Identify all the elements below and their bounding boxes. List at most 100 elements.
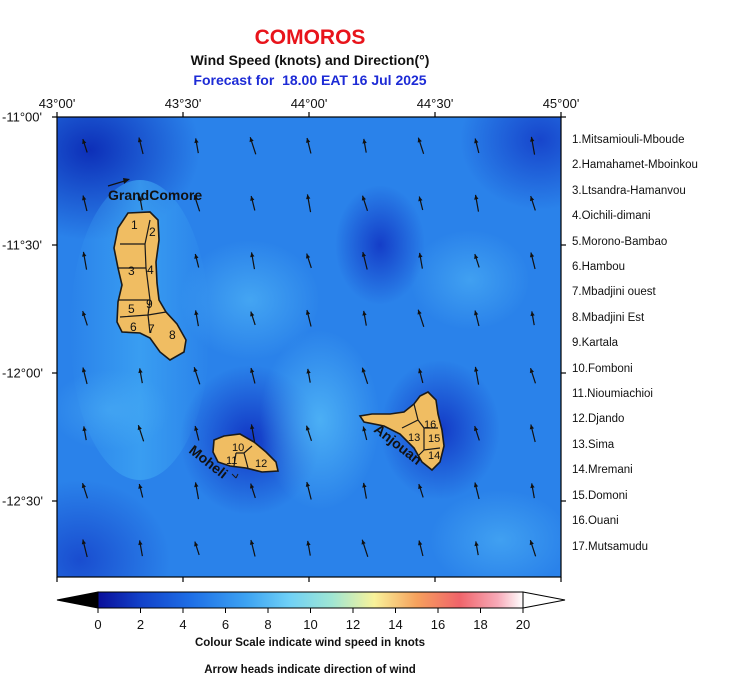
region-num-2: 2 — [149, 225, 156, 239]
map-title: COMOROS — [254, 26, 366, 49]
wind-arrow — [305, 309, 312, 327]
legend-item: 11.Nioumiachioi — [572, 388, 653, 401]
wind-arrow — [362, 310, 367, 326]
colorbar-tick-14: 14 — [388, 617, 403, 632]
wind-arrow — [305, 481, 312, 500]
region-num-14: 14 — [428, 450, 440, 462]
legend-item: 16.Ouani — [572, 515, 619, 528]
forecast-line: Forecast for 18.00 EAT 16 Jul 2025 — [0, 72, 620, 88]
wind-arrow — [474, 310, 480, 327]
wind-arrow — [138, 540, 143, 557]
wind-arrow — [362, 138, 367, 153]
wind-arrow — [418, 483, 424, 498]
legend-item: 8.Mbadjini Est — [572, 311, 645, 324]
wind-arrow — [81, 539, 88, 558]
wind-arrow — [194, 482, 200, 500]
region-num-6: 6 — [130, 320, 137, 334]
lat-label-12-30: -12°30' — [2, 493, 43, 509]
region-num-1: 1 — [131, 218, 138, 232]
wind-arrow — [137, 137, 144, 155]
wind-arrow — [418, 368, 424, 384]
forecast-time: 18.00 EAT 16 Jul 2025 — [282, 72, 427, 88]
wind-arrow — [530, 195, 536, 211]
wind-arrow — [193, 367, 201, 385]
wind-arrow — [250, 195, 256, 211]
grand-comore-region-numbers: 1 2 3 4 5 9 6 7 8 — [128, 218, 176, 342]
wind-arrow — [474, 425, 480, 441]
district-legend: 1.Mitsamiouli-Mboude 2.Hamahamet-Mboinko… — [572, 128, 698, 560]
wind-arrow — [530, 311, 535, 326]
legend-item: 13.Sima — [572, 438, 615, 451]
wind-arrow — [82, 310, 88, 326]
wind-arrow — [250, 367, 256, 384]
wind-arrow — [417, 137, 425, 155]
colorbar-gradient — [97, 591, 524, 609]
legend-item: 14.Mremani — [572, 464, 633, 477]
region-num-5: 5 — [128, 302, 135, 316]
wind-arrow — [306, 194, 312, 213]
label-grand-comore: GrandComore — [108, 187, 202, 203]
colorbar-high-arrow — [522, 591, 566, 609]
lon-label-43-00: 43°00' — [38, 96, 76, 111]
island-anjouan — [358, 391, 445, 472]
wind-arrow — [530, 136, 536, 155]
wind-arrow — [418, 252, 423, 269]
legend-item: 6.Hambou — [572, 261, 626, 274]
wind-arrow — [473, 482, 480, 500]
legend-item: 17.Mutsamudu — [572, 540, 649, 553]
colorbar-tick-8: 8 — [264, 617, 272, 632]
colorbar-tick-4: 4 — [179, 617, 187, 632]
wind-arrow — [82, 195, 88, 212]
wind-arrow — [529, 424, 536, 443]
colorbar-note: Arrow heads indicate direction of wind — [204, 664, 416, 676]
wind-arrow — [194, 253, 200, 268]
wind-arrow — [82, 251, 88, 270]
wind-arrow — [529, 367, 537, 384]
wind-arrow — [305, 425, 313, 442]
forecast-prefix: Forecast for — [193, 72, 275, 88]
wind-arrow — [194, 425, 200, 441]
lat-label-11-30: -11°30' — [2, 237, 42, 253]
wind-arrow — [474, 253, 480, 268]
wind-arrow — [418, 540, 424, 557]
island-grand-comore — [113, 211, 187, 361]
colorbar-tick-12: 12 — [345, 617, 361, 632]
legend-item: 5.Morono-Bambao — [572, 235, 668, 248]
colorbar-tick-0: 0 — [94, 617, 102, 632]
wind-arrow — [250, 424, 256, 443]
wind-arrow — [250, 483, 256, 499]
wind-arrow — [137, 424, 145, 442]
region-num-13: 13 — [408, 432, 420, 444]
region-num-10: 10 — [232, 442, 244, 454]
wind-arrow — [418, 196, 424, 211]
legend-item: 2.Hamahamet-Mboinkou — [572, 159, 698, 172]
wind-arrow — [474, 138, 480, 154]
legend-item: 15.Domoni — [572, 489, 628, 502]
region-num-16: 16 — [424, 419, 436, 431]
wind-arrow — [81, 367, 88, 385]
colorbar-tick-18: 18 — [473, 617, 488, 632]
wind-arrow — [194, 541, 200, 556]
grand-comore-pointer-arrow — [107, 178, 130, 187]
anjouan-region-numbers: 16 13 15 14 — [408, 419, 440, 462]
colorbar-tick-10: 10 — [303, 617, 318, 632]
wind-arrow — [306, 137, 312, 154]
colorbar-tick-20: 20 — [515, 617, 531, 632]
wind-arrow — [361, 251, 368, 270]
wind-arrow — [138, 196, 143, 211]
wind-arrow — [194, 138, 199, 154]
colorbar-tick-16: 16 — [430, 617, 446, 632]
legend-item: 10.Fomboni — [572, 362, 633, 375]
region-num-3: 3 — [128, 264, 135, 278]
wind-arrow — [249, 137, 257, 155]
colorbar — [56, 591, 566, 613]
wind-arrow — [306, 540, 311, 556]
region-num-15: 15 — [428, 433, 440, 445]
colorbar-title: Colour Scale indicate wind speed in knot… — [194, 637, 426, 649]
wind-arrow — [361, 539, 369, 557]
wind-arrow — [362, 482, 367, 499]
lon-label-43-30: 43°30' — [164, 96, 202, 111]
wind-arrow — [361, 367, 369, 385]
wind-arrow — [193, 194, 201, 212]
